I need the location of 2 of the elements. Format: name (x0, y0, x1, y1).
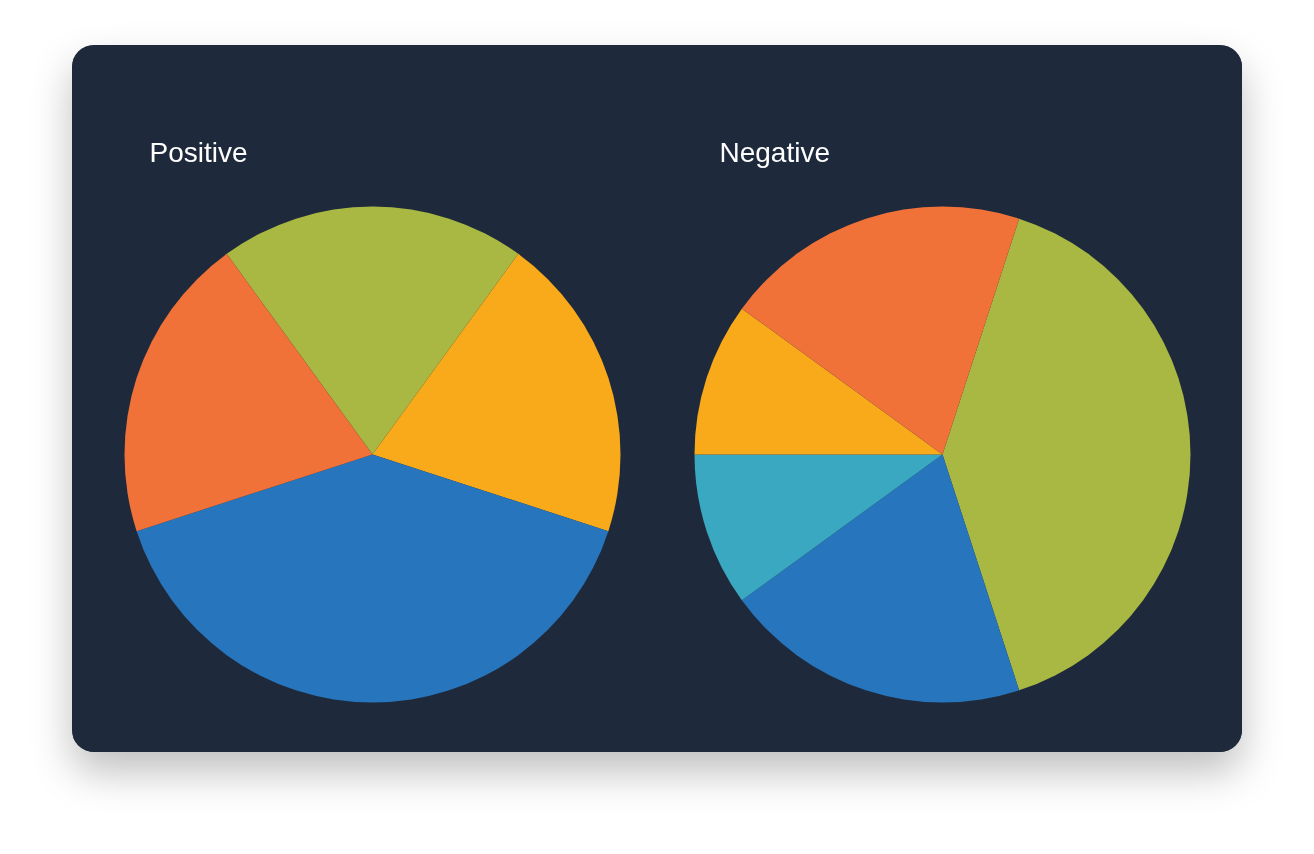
chart-title: Positive (149, 137, 248, 168)
chart-title: Negative (719, 137, 831, 168)
